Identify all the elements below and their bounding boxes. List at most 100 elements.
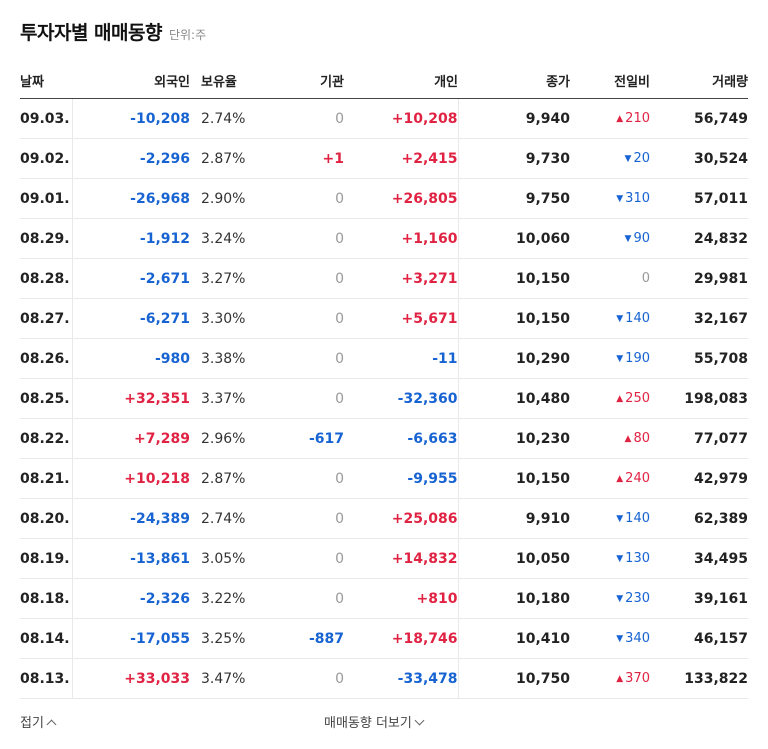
cell-holding-rate: 2.74% xyxy=(190,498,274,539)
change-value: 80 xyxy=(633,431,650,446)
cell-individual: +10,208 xyxy=(344,98,458,139)
table-row: 08.13. +33,033 3.47% 0 -33,478 10,750 ▲ 370 133,… xyxy=(20,658,748,699)
cell-institution: 0 xyxy=(274,258,344,299)
cell-holding-rate: 2.87% xyxy=(190,458,274,499)
cell-close: 10,480 xyxy=(457,378,570,419)
page-title: 투자자별 매매동향 xyxy=(20,22,162,44)
table-header-row: 날짜 외국인 보유율 기관 개인 종가 전일비 거래량 xyxy=(20,62,748,99)
table-row: 08.21. +10,218 2.87% 0 -9,955 10,150 ▲ 240 42,97… xyxy=(20,458,748,499)
cell-change: ▼ 310 xyxy=(570,178,650,219)
cell-date: 09.01. xyxy=(20,178,72,219)
cell-volume: 56,749 xyxy=(650,98,748,139)
change-value: 130 xyxy=(625,551,650,566)
cell-date: 08.14. xyxy=(20,618,72,659)
cell-close: 10,050 xyxy=(457,538,570,579)
cell-close: 10,150 xyxy=(457,458,570,499)
table-row: 09.01. -26,968 2.90% 0 +26,805 9,750 ▼ 310 57,01… xyxy=(20,178,748,219)
table-row: 08.14. -17,055 3.25% -887 +18,746 10,410 ▼ 340 4… xyxy=(20,618,748,659)
cell-volume: 55,708 xyxy=(650,338,748,379)
cell-institution: -887 xyxy=(274,618,344,659)
change-value: 250 xyxy=(625,391,650,406)
cell-institution: 0 xyxy=(274,538,344,579)
cell-foreign: -2,326 xyxy=(71,578,190,619)
cell-volume: 32,167 xyxy=(650,298,748,339)
triangle-up-icon: ▲ xyxy=(616,674,624,684)
col-close: 종가 xyxy=(458,62,570,99)
col-change: 전일비 xyxy=(570,62,650,99)
cell-individual: -9,955 xyxy=(344,458,458,499)
cell-institution: 0 xyxy=(274,498,344,539)
cell-volume: 57,011 xyxy=(650,178,748,219)
cell-institution: 0 xyxy=(274,378,344,419)
change-value: 0 xyxy=(641,271,650,286)
change-value: 210 xyxy=(625,111,650,126)
cell-change: ▼ 90 xyxy=(570,218,650,259)
cell-change: ▲ 80 xyxy=(570,418,650,459)
cell-volume: 39,161 xyxy=(650,578,748,619)
cell-institution: +1 xyxy=(274,138,344,179)
cell-change: ▲ 210 xyxy=(570,98,650,139)
cell-individual: -11 xyxy=(344,338,458,379)
cell-foreign: -2,671 xyxy=(71,258,190,299)
cell-holding-rate: 2.87% xyxy=(190,138,274,179)
table-row: 08.22. +7,289 2.96% -617 -6,663 10,230 ▲ 80 77,0… xyxy=(20,418,748,459)
cell-close: 10,060 xyxy=(457,218,570,259)
triangle-up-icon: ▲ xyxy=(616,394,624,404)
cell-date: 08.26. xyxy=(20,338,72,379)
triangle-down-icon: ▼ xyxy=(616,634,624,644)
cell-individual: +5,671 xyxy=(344,298,458,339)
more-trading-button[interactable]: 매매동향 더보기 xyxy=(324,712,425,731)
chevron-down-icon xyxy=(414,715,425,726)
cell-close: 9,750 xyxy=(457,178,570,219)
cell-close: 9,910 xyxy=(457,498,570,539)
cell-foreign: -26,968 xyxy=(71,178,190,219)
cell-individual: +25,086 xyxy=(344,498,458,539)
cell-volume: 42,979 xyxy=(650,458,748,499)
panel-header: 투자자별 매매동향 단위:주 xyxy=(20,18,206,46)
cell-holding-rate: 3.37% xyxy=(190,378,274,419)
cell-volume: 30,524 xyxy=(650,138,748,179)
cell-foreign: +7,289 xyxy=(71,418,190,459)
cell-volume: 133,822 xyxy=(650,658,748,699)
change-value: 340 xyxy=(625,631,650,646)
cell-change: 0 xyxy=(570,258,650,299)
cell-holding-rate: 3.24% xyxy=(190,218,274,259)
table-row: 08.29. -1,912 3.24% 0 +1,160 10,060 ▼ 90 24,832 xyxy=(20,218,748,259)
cell-individual: +14,832 xyxy=(344,538,458,579)
cell-volume: 24,832 xyxy=(650,218,748,259)
cell-date: 08.21. xyxy=(20,458,72,499)
cell-close: 9,940 xyxy=(457,98,570,139)
cell-foreign: -10,208 xyxy=(71,98,190,139)
change-value: 310 xyxy=(625,191,650,206)
table-row: 09.02. -2,296 2.87% +1 +2,415 9,730 ▼ 20 30,524 xyxy=(20,138,748,179)
cell-close: 10,150 xyxy=(457,298,570,339)
cell-foreign: -24,389 xyxy=(71,498,190,539)
fold-label: 접기 xyxy=(20,716,44,731)
cell-date: 08.22. xyxy=(20,418,72,459)
cell-date: 08.13. xyxy=(20,658,72,699)
cell-volume: 198,083 xyxy=(650,378,748,419)
cell-date: 09.03. xyxy=(20,98,72,139)
cell-change: ▼ 140 xyxy=(570,498,650,539)
col-volume: 거래량 xyxy=(650,62,748,99)
triangle-up-icon: ▲ xyxy=(624,434,632,444)
cell-institution: 0 xyxy=(274,218,344,259)
table-body: 09.03. -10,208 2.74% 0 +10,208 9,940 ▲ 210 56,74… xyxy=(20,98,748,699)
cell-foreign: +33,033 xyxy=(71,658,190,699)
cell-close: 9,730 xyxy=(457,138,570,179)
triangle-down-icon: ▼ xyxy=(616,314,624,324)
chevron-up-icon xyxy=(46,719,57,730)
cell-change: ▲ 250 xyxy=(570,378,650,419)
investor-trading-table: 날짜 외국인 보유율 기관 개인 종가 전일비 거래량 09.03. -10,20… xyxy=(20,62,748,699)
fold-button[interactable]: 접기 xyxy=(20,712,57,731)
triangle-down-icon: ▼ xyxy=(624,154,632,164)
cell-date: 08.29. xyxy=(20,218,72,259)
col-institution: 기관 xyxy=(274,62,344,99)
cell-change: ▼ 230 xyxy=(570,578,650,619)
cell-foreign: -13,861 xyxy=(71,538,190,579)
cell-holding-rate: 3.38% xyxy=(190,338,274,379)
cell-individual: -32,360 xyxy=(344,378,458,419)
cell-change: ▲ 370 xyxy=(570,658,650,699)
table-row: 09.03. -10,208 2.74% 0 +10,208 9,940 ▲ 210 56,74… xyxy=(20,98,748,139)
